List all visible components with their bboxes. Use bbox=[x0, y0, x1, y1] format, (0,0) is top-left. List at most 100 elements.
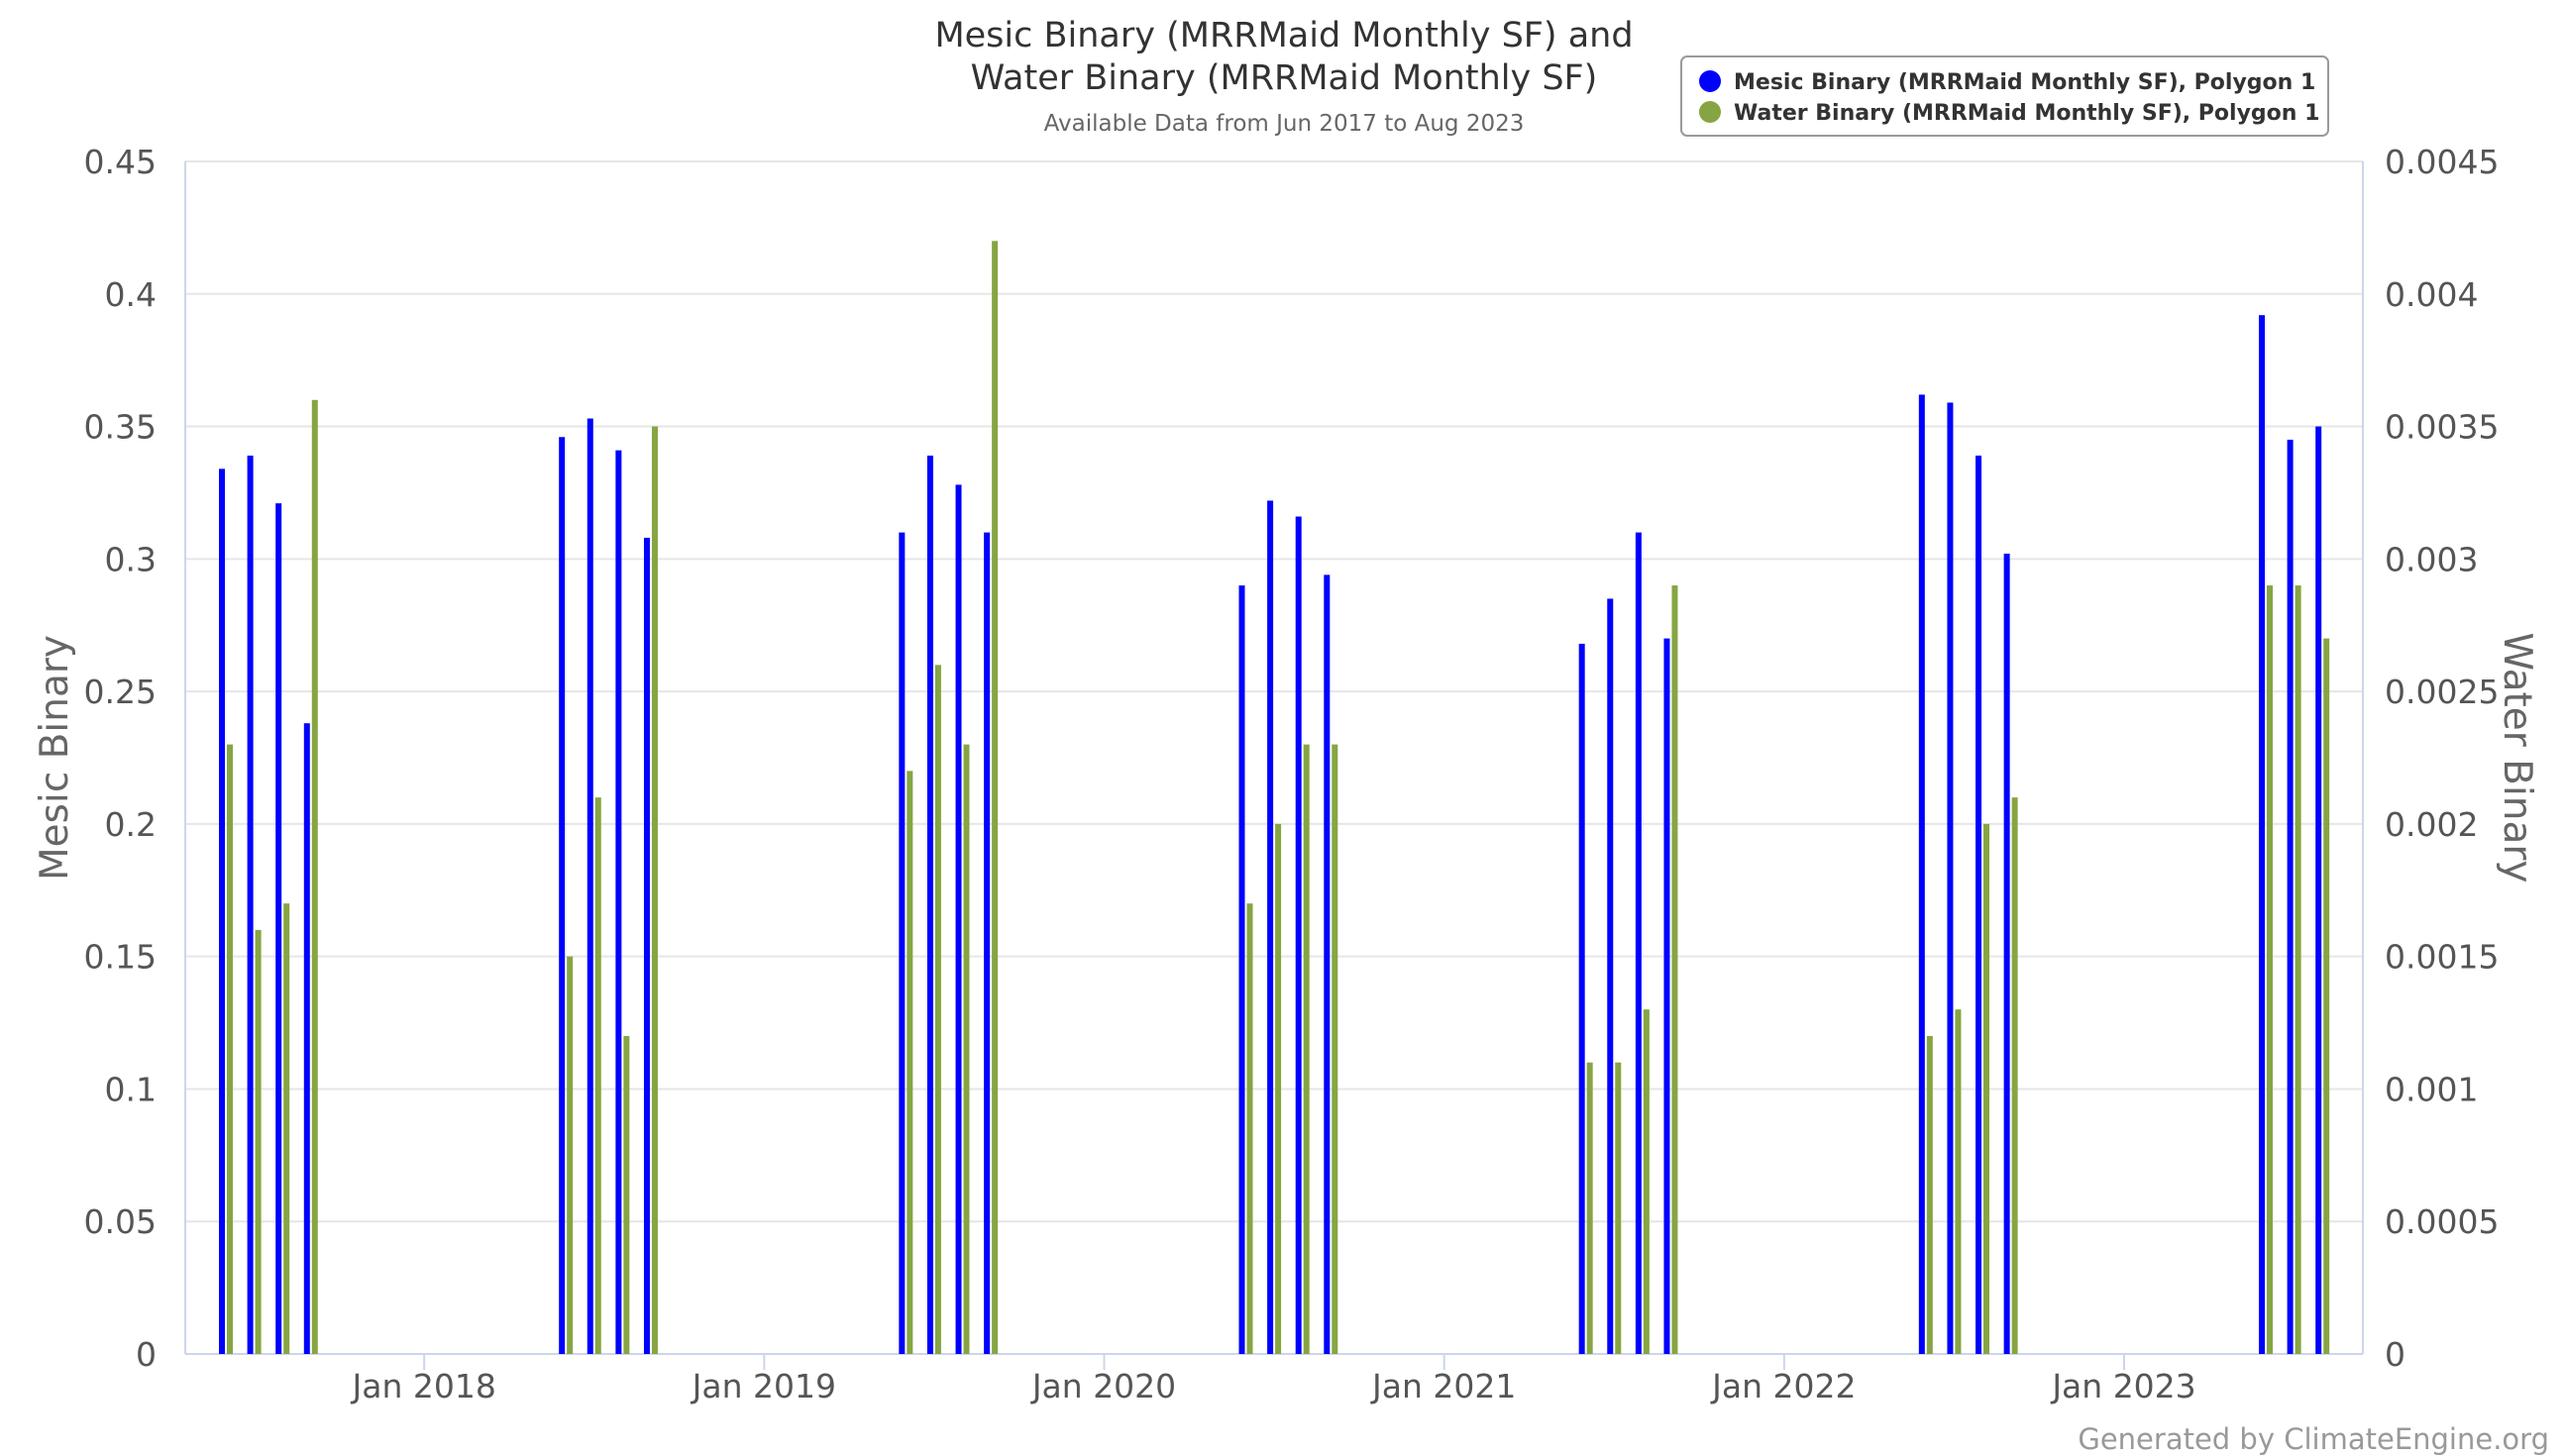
bars bbox=[219, 241, 2330, 1355]
legend-box bbox=[1680, 55, 2329, 137]
bar-water[interactable] bbox=[651, 426, 658, 1354]
left-tick-label: 0.15 bbox=[84, 938, 157, 977]
bar-water[interactable] bbox=[963, 744, 970, 1354]
bar-mesic[interactable] bbox=[899, 532, 906, 1354]
left-tick-label: 0.1 bbox=[105, 1070, 157, 1108]
bar-water[interactable] bbox=[1983, 823, 1990, 1354]
bar-water[interactable] bbox=[623, 1035, 630, 1354]
left-tick-label: 0 bbox=[136, 1335, 157, 1374]
bar-mesic[interactable] bbox=[1578, 643, 1585, 1354]
bar-mesic[interactable] bbox=[1607, 598, 1614, 1354]
bar-mesic[interactable] bbox=[1324, 574, 1331, 1354]
right-tick-label: 0.003 bbox=[2385, 540, 2478, 578]
bar-water[interactable] bbox=[594, 797, 601, 1354]
bar-mesic[interactable] bbox=[247, 455, 254, 1354]
x-tick-label: Jan 2018 bbox=[351, 1367, 496, 1405]
bar-water[interactable] bbox=[255, 929, 262, 1354]
left-axis-title: Mesic Binary bbox=[33, 635, 77, 881]
bar-water[interactable] bbox=[1275, 823, 1282, 1354]
x-tick-label: Jan 2022 bbox=[1710, 1367, 1856, 1405]
x-tick-label: Jan 2020 bbox=[1030, 1367, 1176, 1405]
right-axis-ticks: 0 0.0005 0.001 0.0015 0.002 0.0025 0.003 0.0035… bbox=[2385, 143, 2499, 1374]
legend-label-water: Water Binary (MRRMaid Monthly SF), Polyg… bbox=[1734, 101, 2319, 126]
bar-water[interactable] bbox=[1955, 1009, 1962, 1354]
bar-mesic[interactable] bbox=[1267, 500, 1274, 1355]
right-tick-label: 0.0015 bbox=[2385, 938, 2499, 977]
right-tick-label: 0.0035 bbox=[2385, 408, 2499, 447]
left-tick-label: 0.4 bbox=[105, 275, 157, 314]
bar-water[interactable] bbox=[992, 241, 999, 1355]
bar-water[interactable] bbox=[1332, 744, 1338, 1354]
legend[interactable]: Mesic Binary (MRRMaid Monthly SF), Polyg… bbox=[1680, 55, 2329, 137]
bar-mesic[interactable] bbox=[1976, 455, 1982, 1354]
credits-link[interactable]: Generated by ClimateEngine.org bbox=[2078, 1422, 2549, 1456]
bar-water[interactable] bbox=[1586, 1062, 1593, 1354]
bar-water[interactable] bbox=[907, 771, 913, 1354]
legend-marker-water bbox=[1699, 101, 1721, 123]
bar-mesic[interactable] bbox=[1663, 638, 1670, 1354]
bar-mesic[interactable] bbox=[303, 723, 310, 1354]
left-tick-label: 0.3 bbox=[105, 540, 157, 578]
bar-water[interactable] bbox=[1671, 585, 1678, 1354]
chart-title-line-2: Water Binary (MRRMaid Monthly SF) bbox=[971, 58, 1598, 98]
bar-mesic[interactable] bbox=[587, 418, 593, 1354]
legend-item-mesic[interactable]: Mesic Binary (MRRMaid Monthly SF), Polyg… bbox=[1699, 70, 2315, 95]
right-tick-label: 0.0045 bbox=[2385, 143, 2499, 181]
chart-subtitle: Available Data from Jun 2017 to Aug 2023 bbox=[1044, 111, 1525, 137]
bar-water[interactable] bbox=[227, 744, 233, 1354]
chart-title-line-1: Mesic Binary (MRRMaid Monthly SF) and bbox=[934, 16, 1633, 55]
legend-marker-mesic bbox=[1699, 70, 1721, 92]
bar-water[interactable] bbox=[1246, 903, 1253, 1354]
x-tick-label: Jan 2023 bbox=[2050, 1367, 2195, 1405]
bar-mesic[interactable] bbox=[2003, 553, 2010, 1354]
bar-mesic[interactable] bbox=[955, 484, 962, 1354]
left-axis-ticks: 0 0.05 0.1 0.15 0.2 0.25 0.3 0.35 0.4 0.45 bbox=[84, 143, 157, 1374]
bar-water[interactable] bbox=[311, 399, 318, 1354]
bar-mesic[interactable] bbox=[643, 537, 650, 1354]
x-tick-label: Jan 2019 bbox=[691, 1367, 836, 1405]
right-axis-title: Water Binary bbox=[2495, 632, 2539, 883]
bar-mesic[interactable] bbox=[1295, 516, 1302, 1354]
bar-mesic[interactable] bbox=[275, 503, 282, 1354]
right-tick-label: 0.002 bbox=[2385, 805, 2478, 844]
grid-lines bbox=[185, 160, 2363, 1223]
bar-mesic[interactable] bbox=[2315, 426, 2322, 1354]
bar-mesic[interactable] bbox=[1238, 585, 1245, 1354]
bar-water[interactable] bbox=[1303, 744, 1310, 1354]
bar-mesic[interactable] bbox=[1947, 402, 1954, 1354]
bar-water[interactable] bbox=[934, 665, 941, 1354]
x-axis-ticks: Jan 2018 Jan 2019 Jan 2020 Jan 2021 Jan 2022… bbox=[351, 1354, 2196, 1405]
bar-mesic[interactable] bbox=[219, 468, 225, 1354]
bar-water[interactable] bbox=[1615, 1062, 1622, 1354]
right-tick-label: 0 bbox=[2385, 1335, 2405, 1374]
right-tick-label: 0.0025 bbox=[2385, 673, 2499, 711]
bar-mesic[interactable] bbox=[1918, 394, 1925, 1355]
bar-water[interactable] bbox=[1643, 1009, 1650, 1354]
bar-mesic[interactable] bbox=[2259, 315, 2265, 1354]
legend-item-water[interactable]: Water Binary (MRRMaid Monthly SF), Polyg… bbox=[1699, 101, 2319, 126]
bar-mesic[interactable] bbox=[2287, 439, 2294, 1354]
bar-mesic[interactable] bbox=[559, 437, 566, 1354]
x-tick-label: Jan 2021 bbox=[1370, 1367, 1516, 1405]
bar-water[interactable] bbox=[2295, 585, 2301, 1354]
bar-mesic[interactable] bbox=[615, 450, 622, 1354]
bar-water[interactable] bbox=[567, 956, 574, 1354]
bar-mesic[interactable] bbox=[926, 455, 933, 1354]
bar-water[interactable] bbox=[283, 903, 290, 1354]
left-tick-label: 0.35 bbox=[84, 408, 157, 447]
bar-water[interactable] bbox=[1926, 1035, 1933, 1354]
left-tick-label: 0.45 bbox=[84, 143, 157, 181]
legend-label-mesic: Mesic Binary (MRRMaid Monthly SF), Polyg… bbox=[1734, 70, 2315, 95]
left-tick-label: 0.05 bbox=[84, 1202, 157, 1241]
bar-water[interactable] bbox=[2011, 797, 2018, 1354]
right-tick-label: 0.001 bbox=[2385, 1070, 2478, 1108]
bar-mesic[interactable] bbox=[1635, 532, 1642, 1354]
bar-water[interactable] bbox=[2267, 585, 2273, 1354]
right-tick-label: 0.0005 bbox=[2385, 1202, 2499, 1241]
bar-mesic[interactable] bbox=[984, 532, 991, 1354]
left-tick-label: 0.2 bbox=[105, 805, 157, 844]
left-tick-label: 0.25 bbox=[84, 673, 157, 711]
right-tick-label: 0.004 bbox=[2385, 275, 2478, 314]
bar-water[interactable] bbox=[2323, 638, 2330, 1354]
